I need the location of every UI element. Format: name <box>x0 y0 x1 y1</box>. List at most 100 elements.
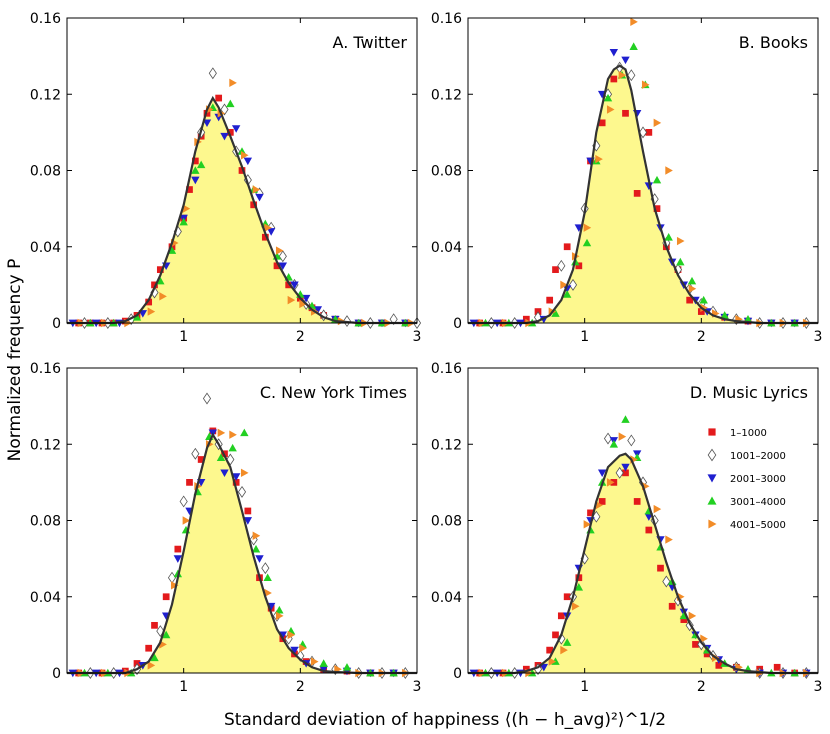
data-point <box>156 266 164 273</box>
data-point <box>290 646 299 655</box>
data-point <box>238 167 246 174</box>
y-tick-label: 0.04 <box>30 590 61 606</box>
y-tick-label: 0 <box>52 666 61 682</box>
x-tick-label: 1 <box>179 329 188 345</box>
data-point <box>606 105 615 114</box>
data-point <box>621 56 630 65</box>
data-point <box>641 80 650 89</box>
data-point <box>202 119 212 128</box>
data-point <box>697 638 706 651</box>
data-point <box>664 233 673 241</box>
data-point <box>546 646 554 654</box>
legend-label: 4001–5000 <box>730 520 786 531</box>
y-tick-label: 0.04 <box>431 240 462 256</box>
panel-title: A. Twitter <box>333 33 408 52</box>
data-point <box>319 659 328 667</box>
data-point <box>615 466 624 479</box>
data-point <box>557 259 566 272</box>
data-point <box>676 257 685 266</box>
data-point <box>587 509 594 517</box>
data-point <box>560 280 568 290</box>
data-point <box>182 516 191 525</box>
data-point <box>220 132 229 141</box>
curve-fill <box>67 434 417 673</box>
data-point <box>546 296 554 304</box>
data-point <box>217 428 226 438</box>
data-point <box>240 428 249 437</box>
data-point <box>657 564 664 572</box>
data-point <box>182 204 191 213</box>
y-tick-label: 0.08 <box>431 164 462 180</box>
data-point <box>287 295 296 305</box>
data-point <box>252 531 261 540</box>
data-point <box>697 308 705 315</box>
data-point <box>652 175 662 184</box>
y-tick-label: 0.12 <box>431 437 462 453</box>
series-5 <box>77 428 410 678</box>
data-point <box>389 313 398 326</box>
data-point <box>255 555 264 563</box>
data-point <box>179 217 188 226</box>
y-tick-label: 0.16 <box>30 11 61 27</box>
data-point <box>191 176 200 185</box>
data-point <box>638 126 648 139</box>
x-tick-label: 1 <box>580 329 589 345</box>
y-tick-label: 0.08 <box>30 164 61 180</box>
data-point <box>299 299 307 309</box>
data-point <box>665 166 673 175</box>
data-point <box>191 447 200 460</box>
data-point <box>633 190 641 197</box>
data-point <box>583 223 592 232</box>
data-point <box>653 205 661 212</box>
curve-fill <box>67 98 417 323</box>
data-point <box>676 236 685 246</box>
data-point <box>278 262 288 271</box>
data-point <box>552 266 559 273</box>
data-point <box>162 593 170 601</box>
data-point <box>644 182 654 190</box>
x-tick-label: 2 <box>697 679 706 695</box>
data-point <box>264 223 272 232</box>
legend: 1–1000 1001–2000 2001–3000 3001–4000 4001–50… <box>707 428 786 531</box>
data-point <box>618 432 627 441</box>
data-point <box>552 631 559 639</box>
data-point <box>743 314 753 323</box>
data-point <box>186 186 193 193</box>
data-point <box>208 67 217 80</box>
legend-label: 3001–4000 <box>730 497 786 508</box>
y-tick-label: 0.08 <box>431 514 462 530</box>
y-tick-label: 0.12 <box>30 437 61 453</box>
data-point <box>618 70 627 80</box>
data-point <box>319 665 328 674</box>
x-tick-label: 2 <box>697 329 706 345</box>
data-point <box>145 298 153 306</box>
data-point <box>240 468 249 478</box>
data-point <box>627 69 636 82</box>
data-point <box>255 193 264 202</box>
data-point <box>174 545 182 553</box>
data-point <box>244 507 252 515</box>
data-point <box>299 644 307 653</box>
data-point <box>621 415 630 423</box>
data-point <box>560 645 568 655</box>
y-tick-label: 0 <box>453 316 462 332</box>
data-point <box>275 611 284 621</box>
data-point <box>622 469 629 477</box>
panel-title: B. Books <box>739 33 808 52</box>
x-tick-label: 3 <box>814 329 823 345</box>
chart-panel-2: 0 0.04 0.08 0.12 0.16 1 2 3 B. Books <box>431 11 823 345</box>
legend-label: 1001–2000 <box>730 451 786 462</box>
data-point <box>216 453 226 461</box>
data-point <box>226 129 234 136</box>
data-point <box>342 663 352 671</box>
data-point <box>606 478 615 487</box>
legend-marker <box>707 474 717 483</box>
data-point <box>261 562 270 575</box>
y-tick-label: 0.16 <box>431 361 462 377</box>
y-tick-label: 0.12 <box>431 87 462 103</box>
data-point <box>653 504 662 514</box>
data-point <box>595 154 603 164</box>
data-point <box>627 434 636 447</box>
data-point <box>610 75 618 83</box>
data-point <box>156 276 165 285</box>
